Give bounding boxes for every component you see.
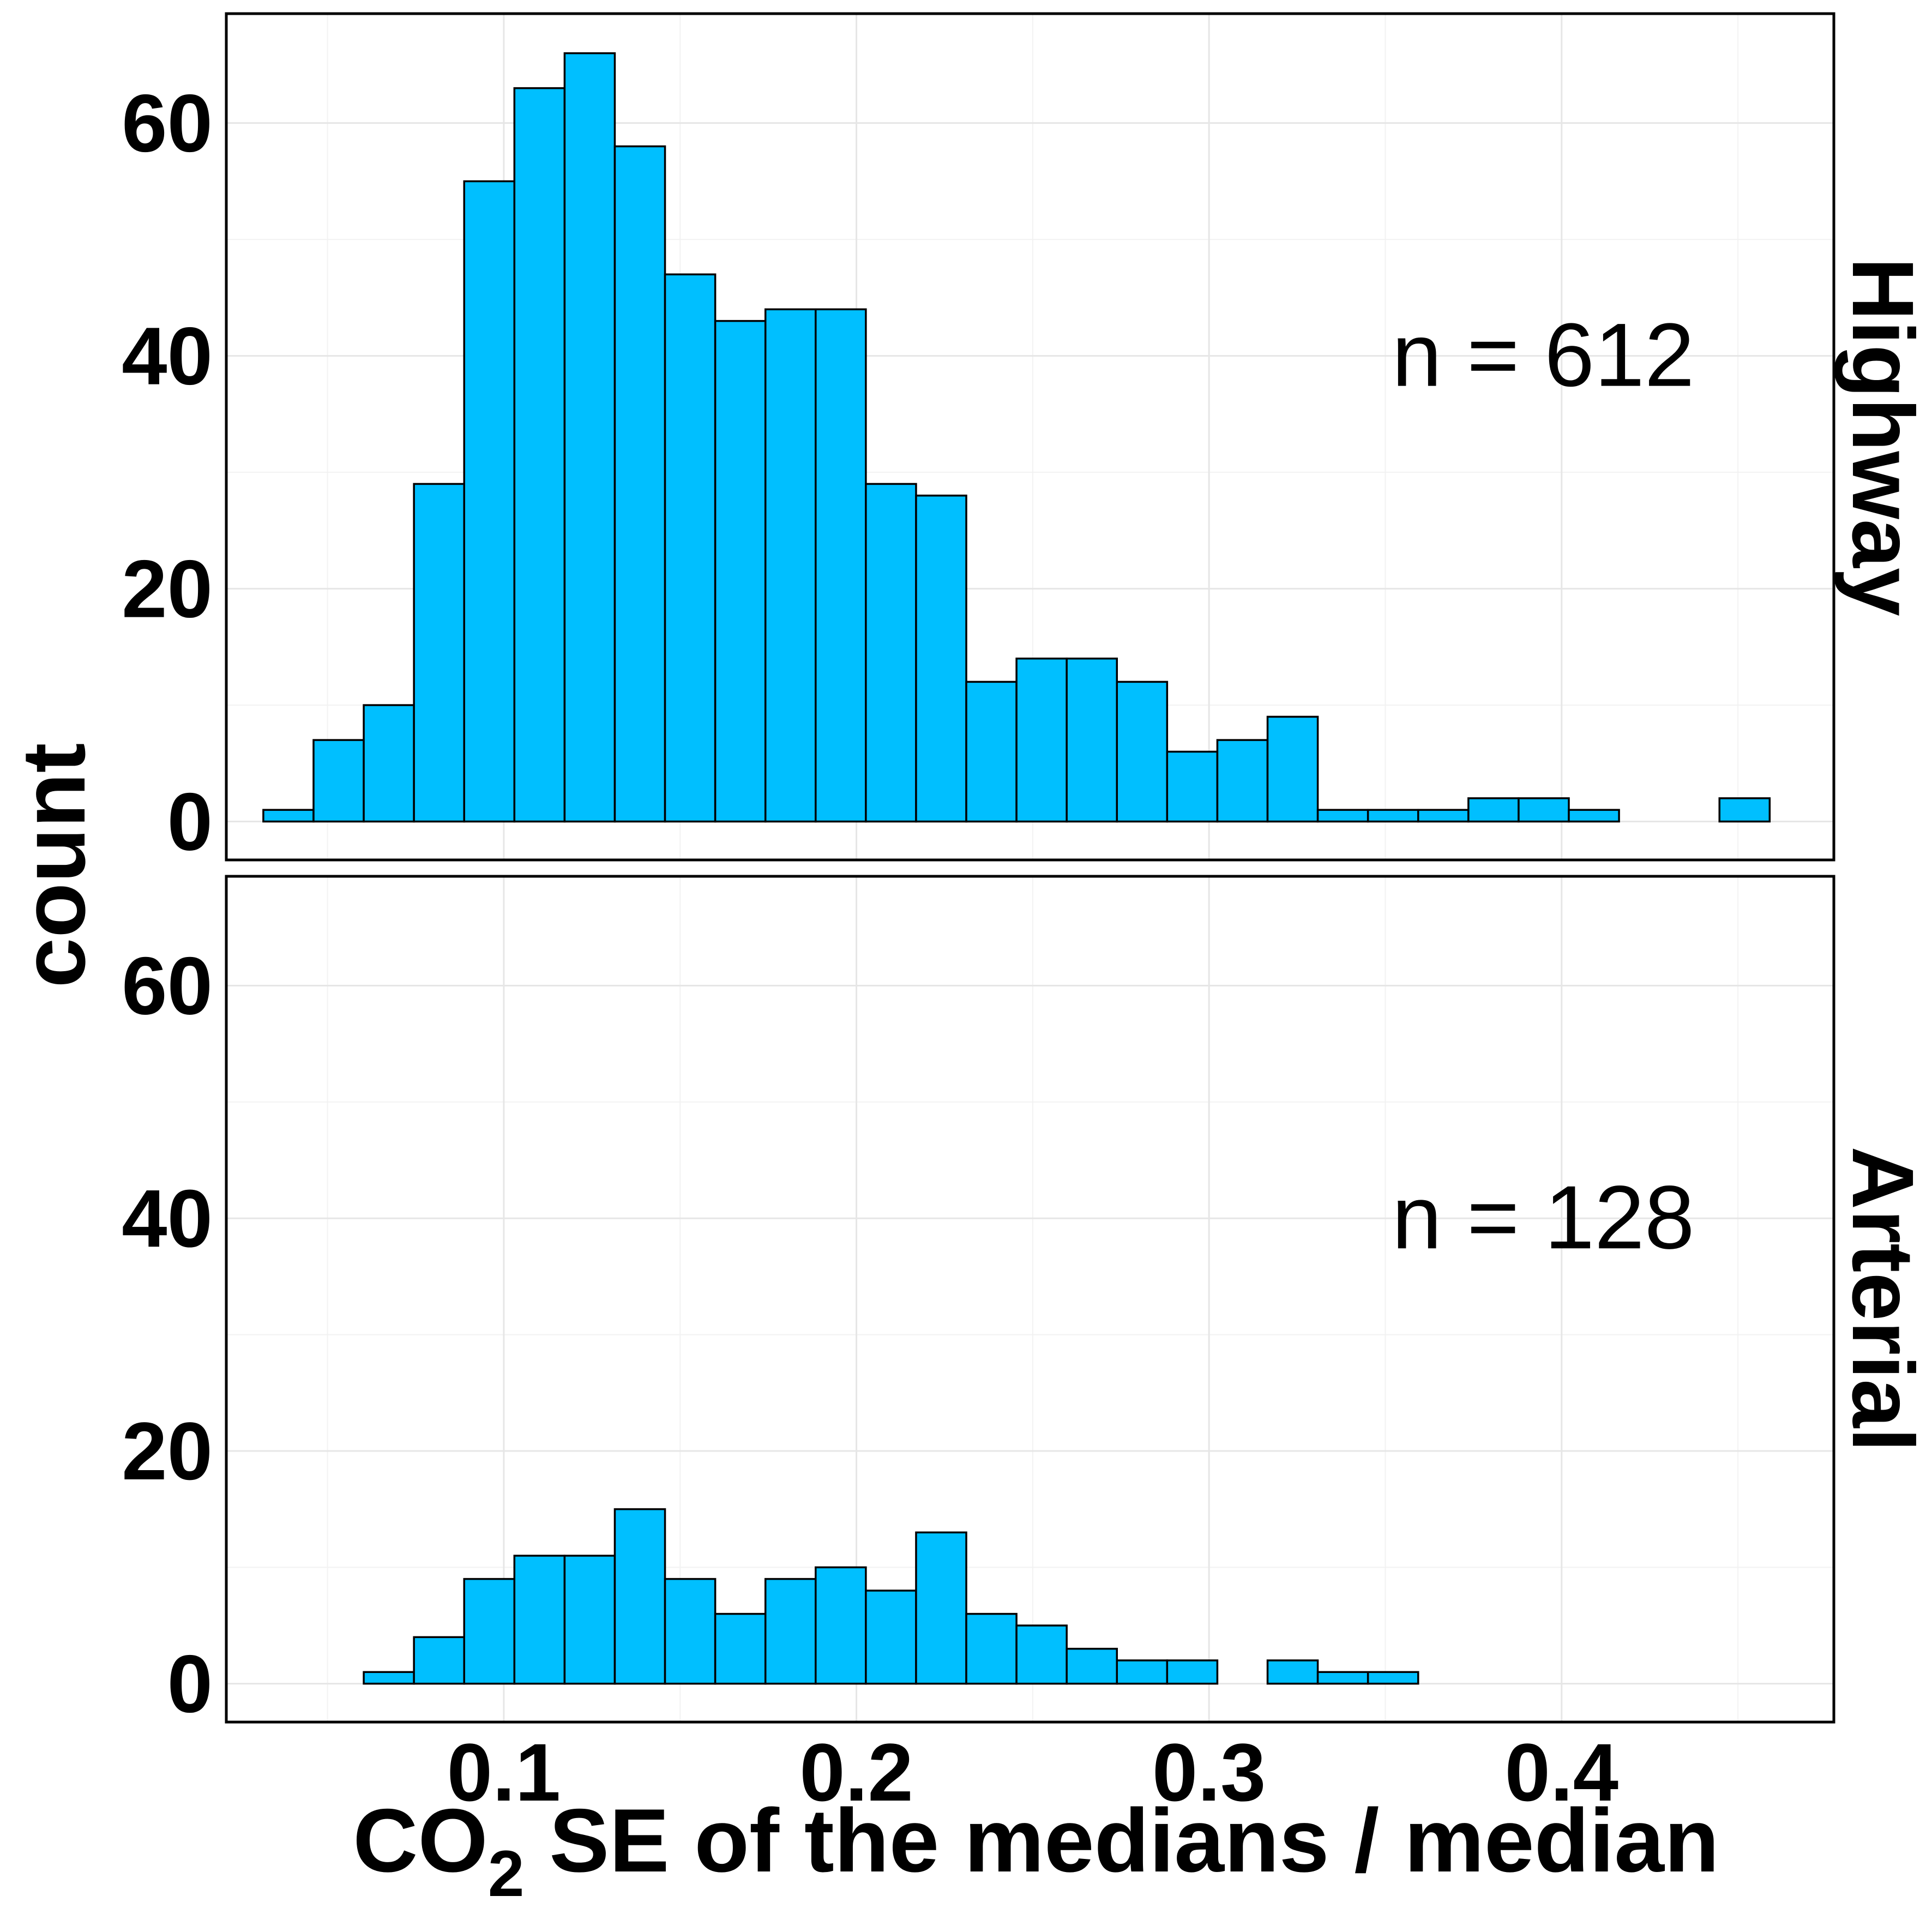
- histogram-bar: [262, 809, 315, 823]
- histogram-bar: [563, 1555, 616, 1685]
- facet-panel-arterial: 0 20 40 60 n = 128 Arterial: [122, 875, 1932, 1730]
- histogram-bar: [1568, 809, 1620, 823]
- histogram-bar: [815, 308, 867, 823]
- histogram-bar: [1266, 715, 1319, 823]
- histogram-bar: [363, 704, 415, 823]
- histogram-bar: [1518, 797, 1570, 823]
- histogram-bar: [513, 87, 566, 823]
- histogram-bar: [363, 1671, 415, 1685]
- sample-size-annotation: n = 128: [1392, 1167, 1694, 1267]
- histogram-bar: [915, 1531, 967, 1685]
- histogram-bar: [915, 495, 967, 823]
- histogram-bar: [1367, 809, 1419, 823]
- histogram-bar: [1316, 809, 1369, 823]
- histogram-bar: [613, 145, 666, 823]
- panel-border: [225, 12, 1835, 862]
- histogram-bar: [1066, 657, 1118, 823]
- histogram-bar: [1166, 750, 1219, 823]
- histogram-bar: [1166, 1659, 1219, 1685]
- histogram-bar: [815, 1566, 867, 1685]
- histogram-bar: [1066, 1647, 1118, 1685]
- y-tick-label: 60: [122, 940, 213, 1032]
- histogram-bar: [865, 1590, 917, 1685]
- y-tick-label: 0: [167, 776, 213, 868]
- histogram-bar: [1116, 681, 1169, 823]
- histogram-bar: [312, 739, 365, 823]
- histogram-bar: [1116, 1659, 1169, 1685]
- x-axis-title-subscript: 2: [488, 1837, 525, 1910]
- y-tick-label: 60: [122, 77, 213, 169]
- facet-strip-label: Highway: [1834, 257, 1932, 616]
- y-tick-label: 20: [122, 1405, 213, 1497]
- facet-strip-label: Arterial: [1834, 1146, 1932, 1452]
- sample-size-annotation: n = 612: [1392, 305, 1694, 405]
- histogram-bar: [664, 273, 717, 823]
- y-tick-label: 20: [122, 543, 213, 635]
- histogram-bar: [965, 681, 1018, 823]
- panels-layer: 0 20 40 60 n = 612 Highway 0 20 40 60 n = 128 Arter…: [122, 12, 1932, 1818]
- x-tick-label: 0.2: [799, 1726, 913, 1818]
- histogram-bar: [664, 1578, 717, 1685]
- x-axis-title-rest: SE of the medians / median: [524, 1790, 1719, 1891]
- x-tick-label: 0.1: [447, 1726, 561, 1818]
- histogram-bar: [513, 1555, 566, 1685]
- x-axis-title-main: CO: [353, 1790, 488, 1891]
- histogram-bar: [413, 483, 465, 823]
- histogram-bar: [1266, 1659, 1319, 1685]
- histogram-bar: [865, 483, 917, 823]
- histogram-bar: [764, 308, 817, 823]
- y-axis-title: count: [3, 743, 104, 988]
- histogram-bar: [1216, 739, 1269, 823]
- y-tick-label: 40: [122, 310, 213, 402]
- histogram-bar: [1417, 809, 1470, 823]
- histogram-bar: [413, 1636, 465, 1685]
- histogram-bar: [563, 52, 616, 823]
- histogram-bar: [1316, 1671, 1369, 1685]
- histogram-bar: [463, 1578, 516, 1685]
- x-axis-title: CO2 SE of the medians / median: [353, 1790, 1719, 1910]
- x-tick-label: 0.3: [1152, 1726, 1266, 1818]
- x-tick-label: 0.4: [1505, 1726, 1619, 1818]
- histogram-bar: [1467, 797, 1520, 823]
- panel-border: [225, 875, 1835, 1724]
- y-tick-label: 0: [167, 1638, 213, 1730]
- y-tick-label: 40: [122, 1172, 213, 1264]
- histogram-bar: [1718, 797, 1771, 823]
- histogram-bar: [1367, 1671, 1419, 1685]
- histogram-bar: [613, 1508, 666, 1685]
- histogram-bar: [764, 1578, 817, 1685]
- histogram-bar: [714, 1612, 767, 1685]
- histogram-bar: [965, 1612, 1018, 1685]
- histogram-bar: [463, 180, 516, 823]
- histogram-bar: [1015, 657, 1068, 823]
- histogram-bar: [714, 320, 767, 823]
- facet-panel-highway: 0 20 40 60 n = 612 Highway: [122, 12, 1932, 868]
- histogram-bar: [1015, 1624, 1068, 1685]
